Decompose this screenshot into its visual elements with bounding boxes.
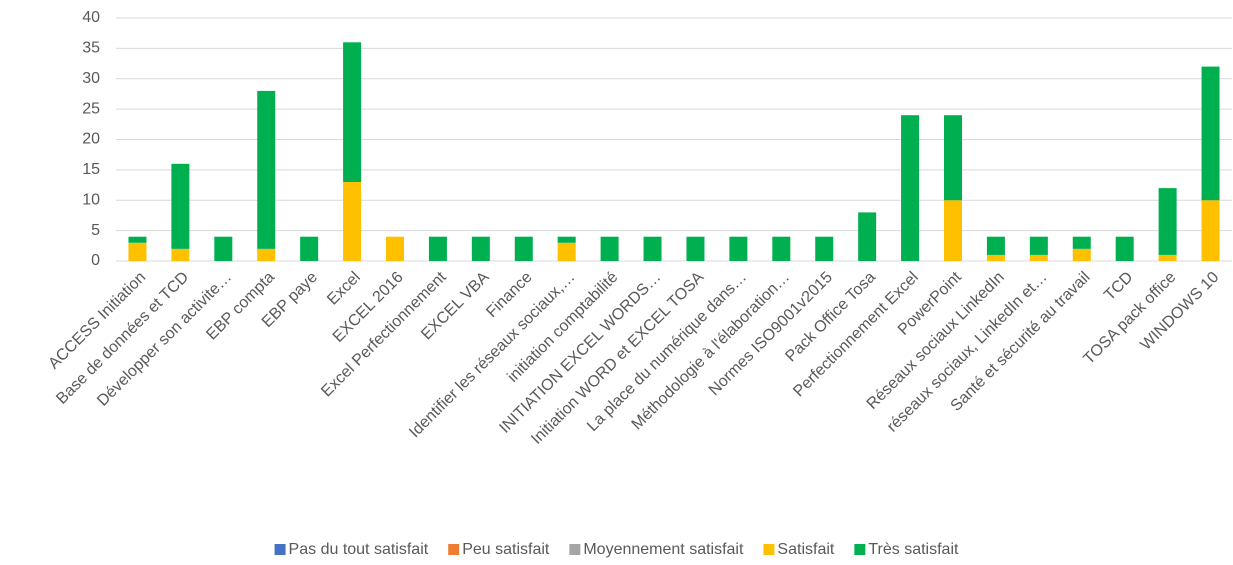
bar-segment — [1029, 236, 1048, 255]
y-tick-label: 25 — [82, 100, 100, 117]
bar-segment — [1072, 248, 1091, 261]
bar-segment — [1072, 236, 1091, 249]
bar-segment — [1201, 200, 1220, 261]
bar-segment — [171, 248, 190, 261]
legend-label: Satisfait — [777, 541, 834, 558]
legend: Pas du tout satisfait Peu satisfait Moyenn… — [274, 541, 959, 558]
bar-segment — [772, 236, 791, 261]
bar-segment — [257, 248, 276, 261]
bar-segment — [729, 236, 748, 261]
bar-segment — [858, 212, 877, 261]
bar-segment — [986, 254, 1005, 261]
bar-segment — [1158, 254, 1177, 261]
bar-segment — [643, 236, 662, 261]
bar-segment — [171, 163, 190, 249]
bar-segment — [600, 236, 619, 261]
bar-segment — [471, 236, 490, 261]
bar-segment — [944, 115, 962, 201]
x-tick-label: WINDOWS 10 — [1137, 269, 1222, 354]
bar-segment — [1158, 188, 1177, 255]
bar-segment — [901, 115, 920, 261]
bar-segment — [944, 200, 962, 261]
legend-swatch — [274, 544, 286, 555]
y-tick-label: 10 — [82, 191, 100, 208]
legend-label: Pas du tout satisfait — [289, 541, 429, 558]
legend-swatch — [763, 544, 775, 555]
bar-segment — [428, 236, 447, 261]
bar-segment — [1201, 66, 1220, 201]
x-tick-label: La place du numérique dans… — [584, 269, 750, 435]
bar-segment — [557, 242, 576, 261]
y-tick-label: 20 — [82, 131, 100, 148]
x-tick-label: Méthodologie à l'élaboration… — [629, 269, 794, 434]
bar-segment — [686, 236, 705, 261]
bar-segment — [986, 236, 1005, 255]
legend-swatch — [569, 544, 581, 555]
bar-segment — [214, 236, 233, 261]
y-tick-label: 15 — [82, 161, 100, 178]
bar-segment — [343, 42, 362, 183]
bar-segment — [815, 236, 834, 261]
bar-segment — [557, 236, 576, 243]
bar-segment — [386, 236, 404, 261]
bar-segment — [128, 236, 147, 243]
legend-label: Très satisfait — [868, 541, 959, 558]
y-tick-label: 5 — [91, 222, 100, 239]
bar-segment — [128, 242, 147, 261]
x-tick-label: réseaux sociaux, LinkedIn et… — [884, 269, 1051, 436]
bar-segment — [1029, 254, 1048, 261]
bar-segment — [1115, 236, 1134, 261]
bar-segment — [300, 236, 319, 261]
y-tick-label: 40 — [82, 9, 100, 26]
x-tick-label: TCD — [1101, 269, 1136, 304]
legend-label: Peu satisfait — [462, 541, 550, 558]
y-tick-label: 35 — [82, 40, 100, 57]
y-tick-label: 0 — [91, 252, 100, 269]
bar-segment — [257, 90, 276, 249]
x-tick-label: Excel — [324, 269, 364, 309]
bar-segment — [343, 182, 362, 261]
legend-swatch — [854, 544, 866, 555]
legend-label: Moyennement satisfait — [583, 541, 744, 558]
y-tick-label: 30 — [82, 70, 100, 87]
legend-swatch — [448, 544, 460, 555]
bar-segment — [514, 236, 533, 261]
